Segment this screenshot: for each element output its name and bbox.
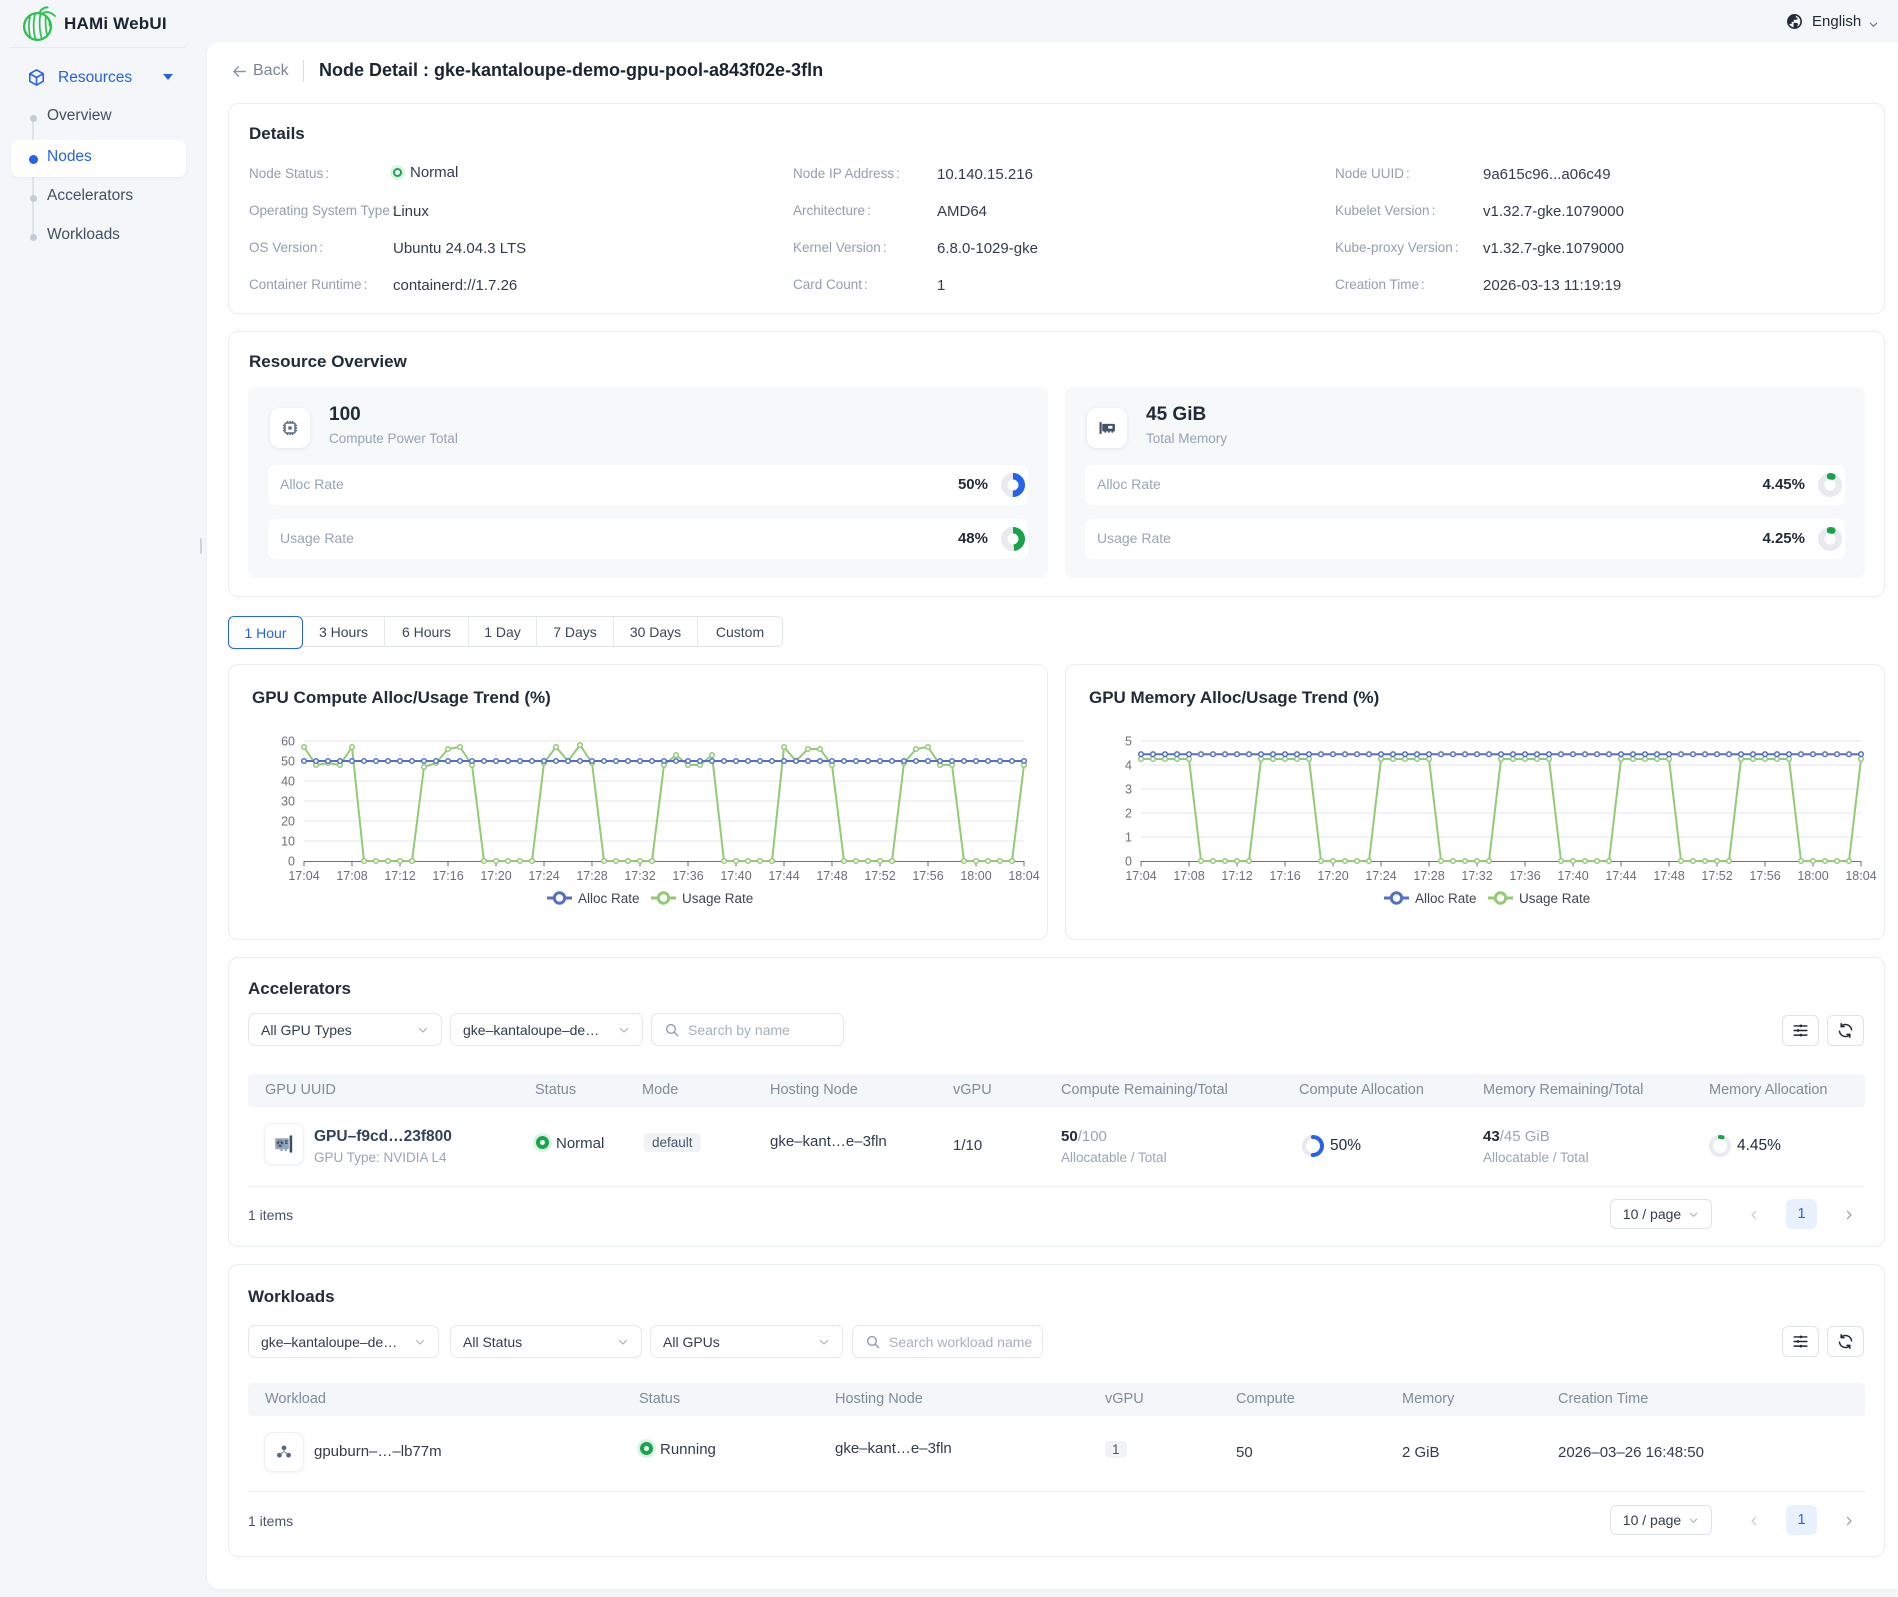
svg-text:17:40: 17:40 (1557, 869, 1588, 883)
svg-text:3: 3 (1125, 783, 1132, 797)
svg-text:Usage Rate: Usage Rate (682, 891, 753, 906)
svg-text:Alloc Rate: Alloc Rate (1415, 891, 1477, 906)
svg-text:17:56: 17:56 (912, 869, 943, 883)
svg-text:17:24: 17:24 (1365, 869, 1396, 883)
svg-text:30: 30 (281, 795, 295, 809)
svg-text:17:52: 17:52 (1701, 869, 1732, 883)
svg-text:0: 0 (288, 855, 295, 869)
svg-text:18:04: 18:04 (1845, 869, 1876, 883)
svg-text:1: 1 (1125, 831, 1132, 845)
svg-text:17:44: 17:44 (768, 869, 799, 883)
svg-text:17:56: 17:56 (1749, 869, 1780, 883)
svg-text:17:36: 17:36 (1509, 869, 1540, 883)
svg-text:17:20: 17:20 (1317, 869, 1348, 883)
svg-text:17:52: 17:52 (864, 869, 895, 883)
svg-text:17:44: 17:44 (1605, 869, 1636, 883)
svg-text:17:28: 17:28 (1413, 869, 1444, 883)
svg-text:17:08: 17:08 (336, 869, 367, 883)
svg-text:17:28: 17:28 (576, 869, 607, 883)
svg-text:17:12: 17:12 (1221, 869, 1252, 883)
svg-text:18:00: 18:00 (960, 869, 991, 883)
svg-text:Alloc Rate: Alloc Rate (578, 891, 640, 906)
svg-text:17:48: 17:48 (816, 869, 847, 883)
svg-text:17:08: 17:08 (1173, 869, 1204, 883)
svg-text:20: 20 (281, 815, 295, 829)
svg-text:17:24: 17:24 (528, 869, 559, 883)
svg-text:18:04: 18:04 (1008, 869, 1039, 883)
svg-text:17:40: 17:40 (720, 869, 751, 883)
svg-text:17:16: 17:16 (1269, 869, 1300, 883)
svg-text:17:12: 17:12 (384, 869, 415, 883)
svg-text:17:48: 17:48 (1653, 869, 1684, 883)
svg-text:17:04: 17:04 (1125, 869, 1156, 883)
svg-text:40: 40 (281, 775, 295, 789)
svg-text:17:32: 17:32 (1461, 869, 1492, 883)
svg-text:17:36: 17:36 (672, 869, 703, 883)
svg-text:2: 2 (1125, 807, 1132, 821)
svg-text:0: 0 (1125, 855, 1132, 869)
svg-text:Usage Rate: Usage Rate (1519, 891, 1590, 906)
svg-text:60: 60 (281, 735, 295, 749)
svg-text:17:20: 17:20 (480, 869, 511, 883)
svg-text:18:00: 18:00 (1797, 869, 1828, 883)
svg-text:4: 4 (1125, 759, 1132, 773)
svg-text:17:04: 17:04 (288, 869, 319, 883)
svg-text:5: 5 (1125, 735, 1132, 749)
svg-text:17:16: 17:16 (432, 869, 463, 883)
svg-text:10: 10 (281, 835, 295, 849)
svg-text:50: 50 (281, 755, 295, 769)
svg-text:17:32: 17:32 (624, 869, 655, 883)
